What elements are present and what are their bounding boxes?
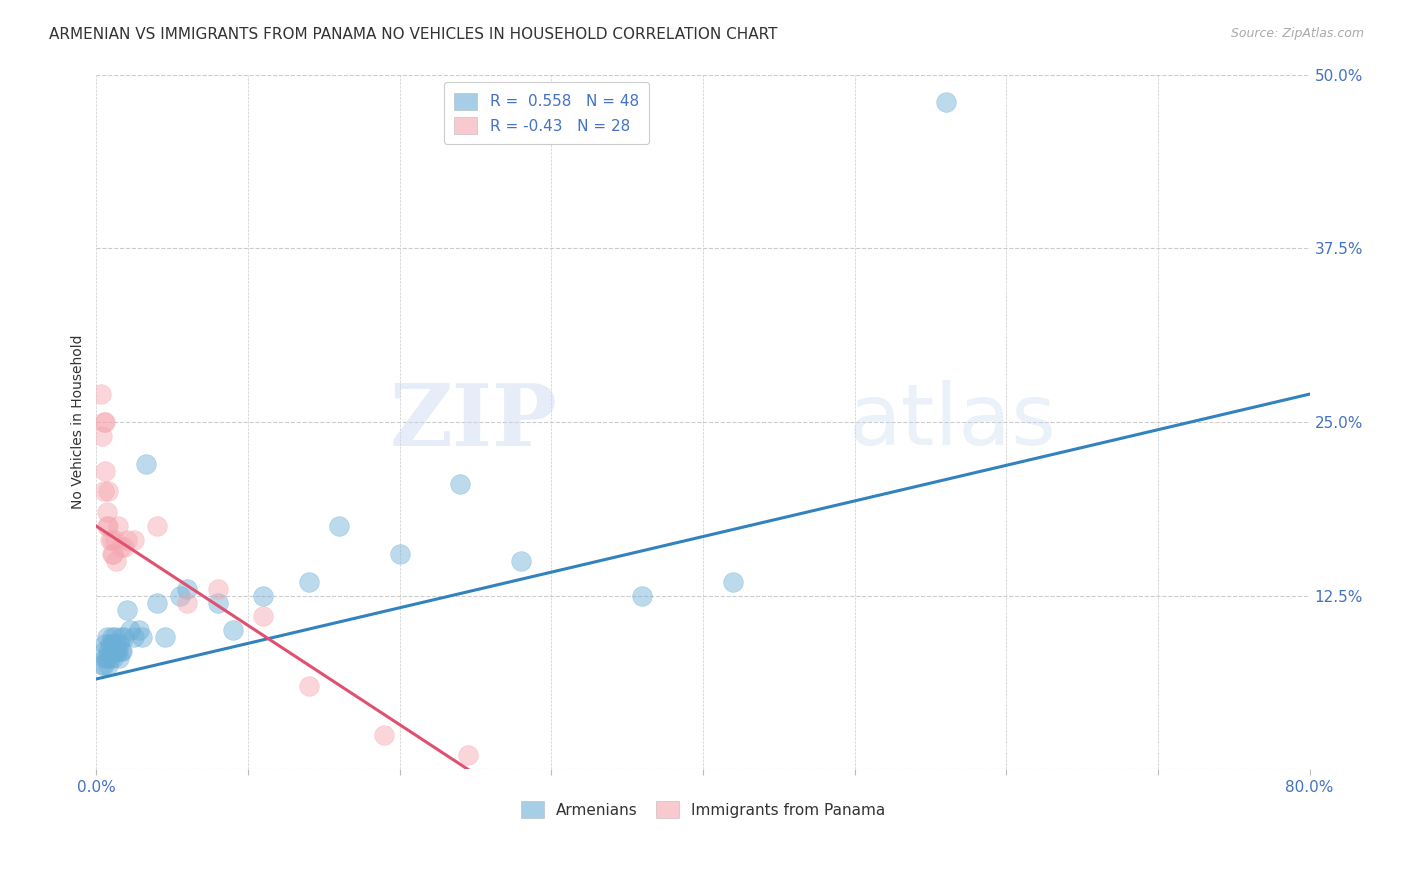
Point — [631, 589, 654, 603]
Point — [112, 630, 135, 644]
Point — [100, 644, 122, 658]
Point — [103, 533, 125, 547]
Point — [97, 644, 120, 658]
Text: ZIP: ZIP — [389, 380, 557, 464]
Point — [105, 637, 128, 651]
Point — [94, 464, 117, 478]
Point — [93, 415, 115, 429]
Point — [108, 637, 131, 651]
Point — [207, 582, 229, 596]
Text: atlas: atlas — [848, 380, 1056, 464]
Text: Source: ZipAtlas.com: Source: ZipAtlas.com — [1230, 27, 1364, 40]
Point — [328, 519, 350, 533]
Point — [101, 547, 124, 561]
Point — [153, 630, 176, 644]
Point — [252, 609, 274, 624]
Point — [388, 547, 411, 561]
Point — [252, 589, 274, 603]
Point — [100, 547, 122, 561]
Point — [107, 644, 129, 658]
Point — [100, 630, 122, 644]
Point — [108, 651, 131, 665]
Point — [449, 477, 471, 491]
Point — [115, 533, 138, 547]
Point — [103, 644, 125, 658]
Point — [96, 505, 118, 519]
Point — [222, 624, 245, 638]
Point — [98, 651, 121, 665]
Point — [94, 637, 117, 651]
Point — [111, 644, 134, 658]
Point — [935, 95, 957, 110]
Point — [510, 554, 533, 568]
Point — [96, 519, 118, 533]
Point — [723, 574, 745, 589]
Point — [101, 651, 124, 665]
Point — [112, 540, 135, 554]
Legend: Armenians, Immigrants from Panama: Armenians, Immigrants from Panama — [515, 796, 891, 824]
Point — [93, 484, 115, 499]
Point — [169, 589, 191, 603]
Point — [91, 429, 114, 443]
Point — [97, 484, 120, 499]
Point — [96, 630, 118, 644]
Point — [110, 644, 132, 658]
Point — [93, 644, 115, 658]
Y-axis label: No Vehicles in Household: No Vehicles in Household — [72, 334, 86, 509]
Point — [110, 630, 132, 644]
Point — [91, 658, 114, 673]
Point — [101, 637, 124, 651]
Point — [100, 533, 122, 547]
Point — [103, 630, 125, 644]
Point — [122, 533, 145, 547]
Text: ARMENIAN VS IMMIGRANTS FROM PANAMA NO VEHICLES IN HOUSEHOLD CORRELATION CHART: ARMENIAN VS IMMIGRANTS FROM PANAMA NO VE… — [49, 27, 778, 42]
Point — [122, 630, 145, 644]
Point — [100, 637, 122, 651]
Point — [128, 624, 150, 638]
Point — [93, 658, 115, 673]
Point — [110, 540, 132, 554]
Point — [96, 651, 118, 665]
Point — [97, 519, 120, 533]
Point — [457, 748, 479, 763]
Point — [97, 658, 120, 673]
Point — [146, 596, 169, 610]
Point — [207, 596, 229, 610]
Point — [105, 554, 128, 568]
Point — [94, 651, 117, 665]
Point — [135, 457, 157, 471]
Point — [298, 679, 321, 693]
Point — [115, 602, 138, 616]
Point — [98, 637, 121, 651]
Point — [373, 728, 395, 742]
Point — [105, 644, 128, 658]
Point — [90, 387, 112, 401]
Point — [98, 533, 121, 547]
Point — [146, 519, 169, 533]
Point — [176, 582, 198, 596]
Point — [118, 624, 141, 638]
Point — [131, 630, 153, 644]
Point — [107, 519, 129, 533]
Point — [176, 596, 198, 610]
Point — [298, 574, 321, 589]
Point — [94, 415, 117, 429]
